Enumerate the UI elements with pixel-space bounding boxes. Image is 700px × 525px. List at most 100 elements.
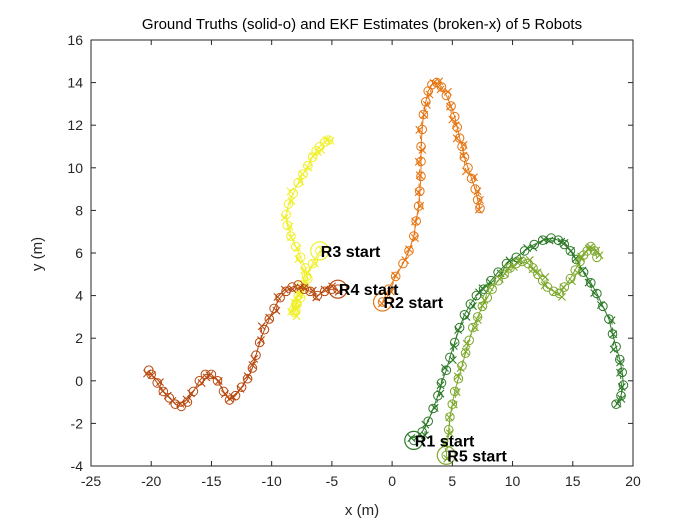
ground-truth-marker <box>592 288 602 299</box>
ekf-estimate-marker <box>452 134 461 143</box>
ekf-estimate-marker <box>391 271 400 280</box>
ekf-estimate-marker <box>567 246 575 255</box>
ekf-estimate-marker <box>287 196 296 205</box>
ground-truth-marker <box>460 348 471 358</box>
ekf-estimate-marker <box>616 368 625 377</box>
ekf-estimate-marker <box>416 201 425 210</box>
ekf-estimate-marker <box>443 87 452 96</box>
ekf-estimate-marker <box>595 251 604 260</box>
ekf-estimate-marker <box>421 420 430 429</box>
ground-truth-marker <box>511 258 522 269</box>
ekf-estimate-marker <box>176 399 185 408</box>
ekf-estimate-marker <box>617 394 626 403</box>
ekf-estimate-marker <box>584 278 593 287</box>
ekf-estimate-marker <box>454 326 463 335</box>
start-label-5: R5 start <box>447 448 507 465</box>
ekf-estimate-marker <box>186 389 195 398</box>
ekf-estimate-marker <box>436 85 445 94</box>
ground-truth-marker <box>617 367 628 378</box>
ekf-estimate-marker <box>411 217 420 226</box>
ekf-estimate-marker <box>545 236 554 245</box>
ekf-estimate-marker <box>326 136 335 145</box>
ground-truth-marker <box>441 90 452 101</box>
ekf-estimate-marker <box>309 152 318 161</box>
ekf-estimate-marker <box>280 285 289 294</box>
ground-truth-marker <box>409 231 419 241</box>
ground-truth-marker <box>283 199 294 209</box>
ekf-estimate-marker <box>320 285 329 294</box>
ekf-estimate-marker <box>422 100 431 109</box>
ground-truth-marker <box>411 216 422 226</box>
ekf-estimate-marker <box>310 259 319 268</box>
ground-truth-marker <box>247 363 258 373</box>
ekf-estimate-marker <box>425 90 434 99</box>
ground-truth-marker <box>453 373 464 384</box>
ekf-estimate-marker <box>448 355 457 364</box>
start-label-1: R1 start <box>415 433 475 450</box>
ekf-estimate-marker <box>541 273 550 282</box>
ekf-estimate-marker <box>516 256 525 265</box>
ekf-estimate-marker <box>473 187 482 196</box>
ekf-estimate-marker <box>607 316 616 325</box>
ekf-estimate-marker <box>448 115 457 124</box>
ekf-estimate-marker <box>461 347 470 356</box>
ground-truth-marker <box>482 292 493 303</box>
ground-truth-marker <box>468 322 478 333</box>
ekf-estimate-marker <box>220 390 229 398</box>
ekf-estimate-marker <box>293 244 302 252</box>
ground-truth-marker <box>517 256 528 267</box>
ekf-estimate-marker <box>525 256 534 265</box>
start-marker-3 <box>310 241 330 261</box>
ekf-estimate-marker <box>272 306 281 315</box>
ekf-estimate-marker <box>440 363 449 372</box>
ekf-estimate-marker <box>478 301 487 310</box>
x-tick-label: -25 <box>81 473 101 489</box>
ekf-estimate-marker <box>445 429 454 438</box>
ekf-estimate-marker <box>459 140 468 149</box>
ekf-estimate-marker <box>182 395 191 404</box>
ground-truth-marker <box>417 124 428 135</box>
ekf-estimate-marker <box>386 287 395 296</box>
y-tick-label: 6 <box>75 245 83 261</box>
ekf-estimate-marker <box>292 312 301 321</box>
ground-truth-marker <box>259 324 270 335</box>
ekf-estimate-marker <box>158 387 167 396</box>
ground-truth-marker <box>416 156 426 167</box>
ekf-estimate-marker <box>436 389 445 398</box>
ekf-estimate-marker <box>328 282 337 291</box>
ekf-estimate-marker <box>147 371 156 380</box>
y-tick-label: 14 <box>67 75 83 91</box>
ground-truth-marker <box>436 378 447 388</box>
ekf-estimate-marker <box>410 234 419 243</box>
ekf-estimate-marker <box>401 256 410 265</box>
y-axis-label: y (m) <box>29 237 46 271</box>
ekf-estimate-marker <box>435 77 444 86</box>
ekf-estimate-marker <box>414 188 423 197</box>
ground-truth-line-4 <box>148 284 338 407</box>
ground-truth-marker <box>418 109 429 120</box>
y-tick-label: -2 <box>71 415 84 431</box>
y-tick-label: 8 <box>75 202 83 218</box>
ekf-estimate-marker <box>446 102 455 111</box>
ekf-estimate-marker <box>550 288 559 297</box>
x-tick-label: 15 <box>565 473 581 489</box>
ekf-estimate-marker <box>451 121 460 130</box>
ekf-estimate-marker <box>197 379 206 388</box>
ground-truth-marker <box>589 246 600 256</box>
ground-truth-marker <box>428 403 438 414</box>
ground-truth-marker <box>499 269 509 280</box>
start-marker-5 <box>436 445 456 465</box>
ground-truth-marker <box>423 416 434 427</box>
x-tick-label: -15 <box>201 473 221 489</box>
ekf-estimate-marker <box>557 292 566 301</box>
ground-truth-marker <box>206 369 217 380</box>
ekf-estimate-marker <box>461 167 470 176</box>
ekf-estimate-marker <box>596 301 605 309</box>
ground-truth-marker <box>615 354 625 365</box>
ekf-estimate-marker <box>280 213 289 222</box>
ekf-estimate-marker <box>236 384 245 393</box>
ekf-estimate-marker <box>529 243 538 252</box>
ekf-estimate-marker <box>485 283 494 292</box>
y-tick-label: -4 <box>71 458 84 474</box>
ekf-estimate-marker <box>617 383 626 392</box>
